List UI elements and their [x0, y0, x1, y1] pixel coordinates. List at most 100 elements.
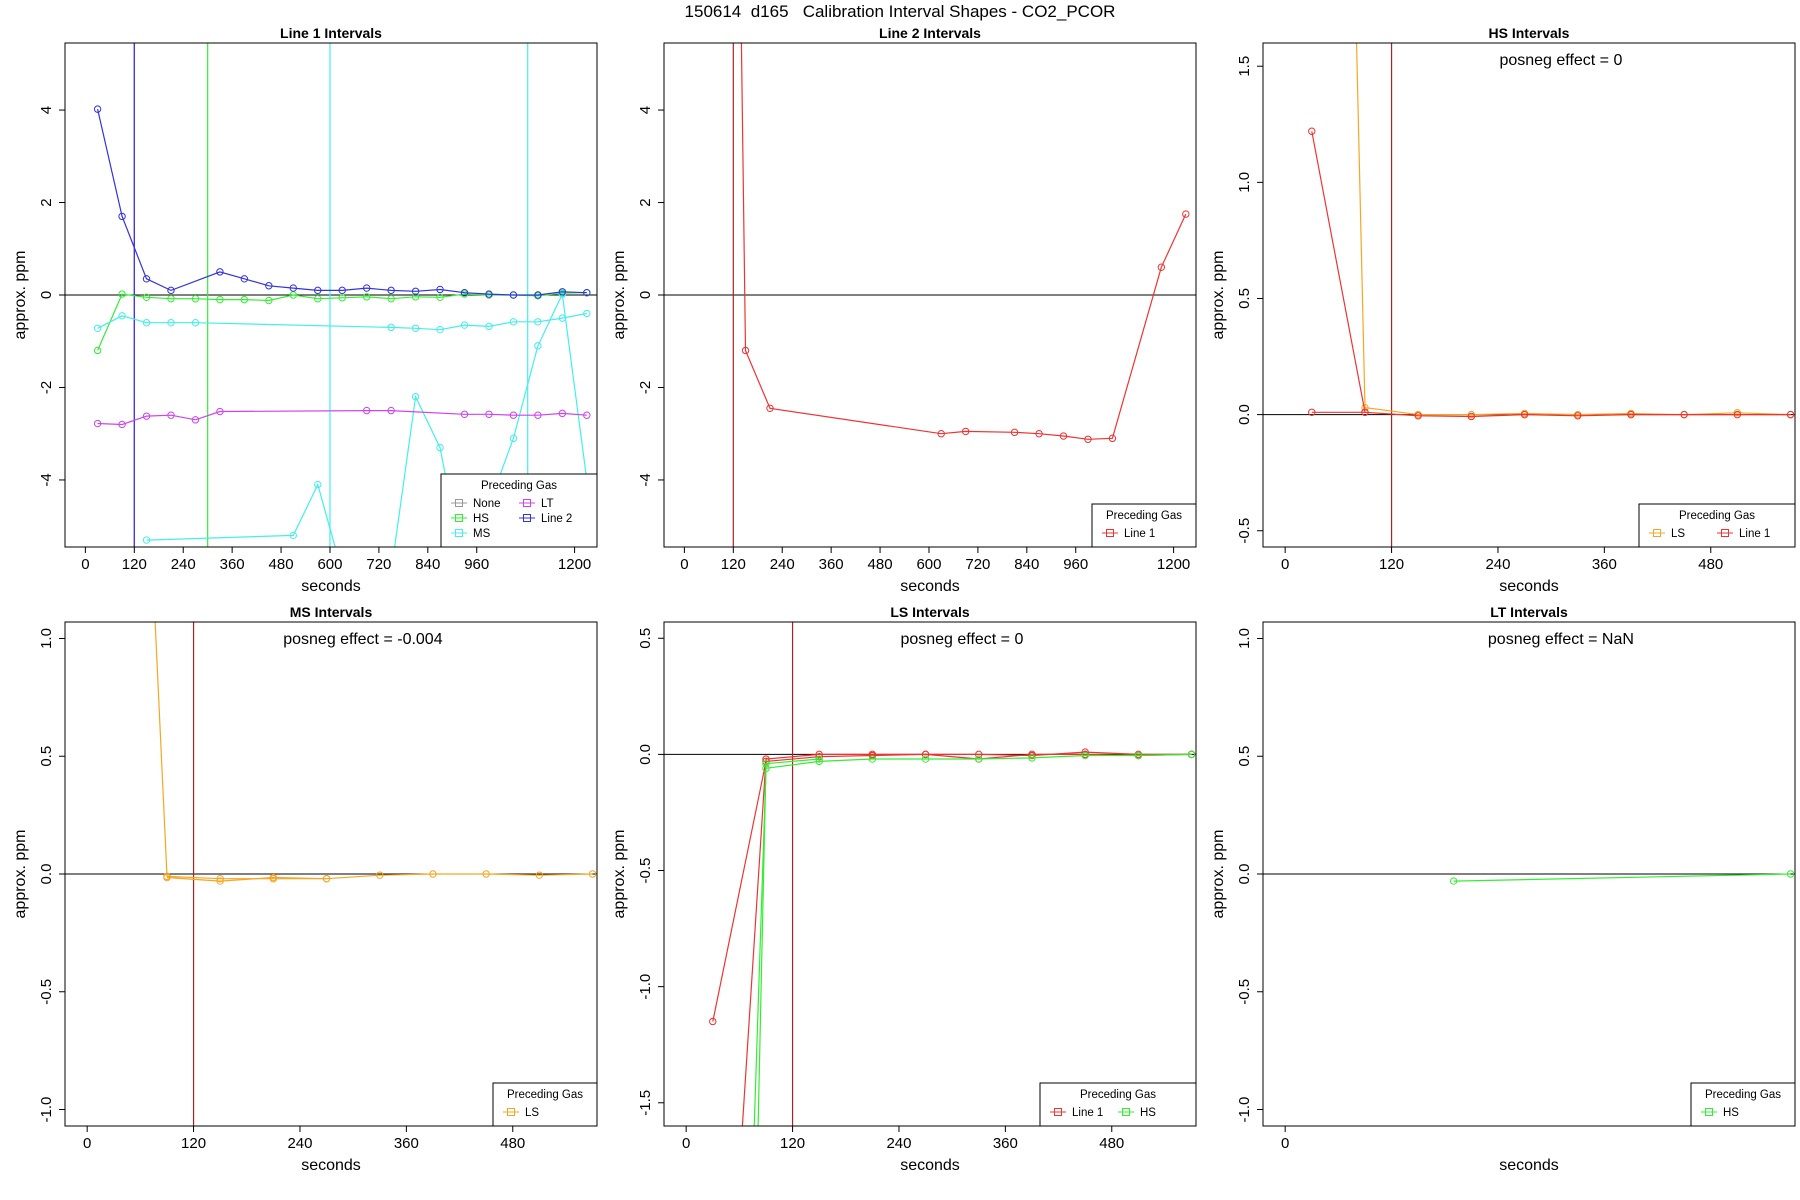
data-point [1010, 428, 1019, 437]
y-tick-label: 1.5 [1236, 56, 1253, 77]
x-axis-label: seconds [900, 1157, 960, 1174]
legend-entry: HS [1140, 1107, 1156, 1119]
panel-title: LS Intervals [890, 604, 970, 620]
data-point [736, 1169, 742, 1175]
y-tick-label: 0.0 [38, 864, 55, 885]
series-group [709, 748, 1196, 1175]
data-point [411, 287, 420, 296]
y-tick-label: -4 [637, 473, 654, 486]
legend-entry: HS [473, 513, 489, 525]
x-tick-label: 360 [1592, 556, 1617, 573]
data-point [289, 291, 297, 299]
x-tick-label: 360 [394, 1135, 419, 1152]
series-line [146, 291, 588, 547]
x-tick-label: 120 [721, 556, 746, 573]
legend-entry: Line 1 [1124, 528, 1155, 540]
legend: Preceding Gas LS [492, 1082, 598, 1127]
data-point [762, 755, 770, 763]
y-tick-label: 0.5 [637, 628, 654, 649]
x-tick-label: 840 [415, 556, 440, 573]
x-tick-label: 1200 [558, 556, 591, 573]
data-point [216, 295, 224, 304]
y-tick-label: -4 [38, 473, 55, 486]
y-tick-label: 1.0 [1236, 628, 1253, 649]
series-line [740, 43, 1187, 440]
data-point [583, 288, 591, 297]
data-point [460, 288, 469, 297]
data-point [142, 293, 151, 302]
y-tick-label: -0.5 [38, 979, 55, 1005]
y-tick-label: 2 [38, 198, 55, 206]
y-axis-label: approx. ppm [611, 830, 628, 919]
y-tick-label: 1.0 [38, 628, 55, 649]
data-point [216, 268, 224, 276]
x-tick-label: 960 [464, 556, 489, 573]
legend-title: Preceding Gas [1705, 1089, 1781, 1101]
data-point [436, 325, 444, 334]
data-point [1786, 870, 1795, 878]
data-point [1108, 434, 1117, 443]
data-point [975, 750, 983, 759]
legend-swatch [507, 1108, 515, 1116]
series-line [97, 312, 587, 331]
data-point [762, 759, 770, 768]
series-line [757, 758, 820, 1126]
data-point [216, 407, 224, 416]
data-point [191, 294, 200, 303]
data-point [558, 288, 567, 296]
legend-entry: Line 1 [1739, 528, 1770, 540]
x-tick-label: 120 [780, 1135, 805, 1152]
data-point [558, 409, 567, 418]
legend-swatch [523, 499, 531, 507]
data-point [314, 286, 322, 295]
x-tick-label: 360 [819, 556, 844, 573]
legend-box [440, 473, 598, 548]
data-point [766, 404, 774, 412]
data-point [93, 105, 102, 113]
data-point [509, 434, 518, 443]
data-point [558, 290, 567, 298]
data-point [1680, 410, 1688, 419]
series-group [154, 622, 597, 885]
y-tick-label: 0 [38, 291, 55, 299]
data-point [387, 286, 395, 295]
series-group [1308, 43, 1795, 421]
data-point [265, 282, 273, 290]
data-point [709, 1017, 717, 1026]
legend-swatch [1705, 1108, 1713, 1116]
y-tick-label: 0.0 [637, 744, 654, 765]
x-tick-label: 0 [680, 556, 688, 573]
data-point [961, 427, 970, 436]
legend-box [1091, 503, 1197, 548]
y-tick-label: -2 [637, 381, 654, 394]
data-point [868, 750, 877, 759]
data-point [1733, 409, 1742, 417]
legend-title: Preceding Gas [1679, 510, 1755, 522]
legend-title: Preceding Gas [507, 1089, 583, 1101]
x-tick-label: 240 [1485, 556, 1510, 573]
data-point [436, 443, 444, 452]
data-point [815, 755, 823, 763]
legend-entry: HS [1723, 1107, 1739, 1119]
data-point [387, 294, 395, 303]
data-point [191, 319, 200, 327]
legend-swatch [455, 514, 463, 522]
data-point [815, 757, 823, 766]
legend-swatch [455, 529, 463, 537]
x-axis-label: seconds [301, 1157, 361, 1174]
data-point [362, 293, 371, 301]
legend-swatch [1054, 1108, 1062, 1116]
x-tick-label: 120 [122, 556, 147, 573]
y-axis-label: approx. ppm [1210, 251, 1227, 340]
x-tick-label: 480 [1698, 556, 1723, 573]
data-point [118, 290, 126, 298]
data-point [191, 416, 200, 424]
data-point [509, 291, 518, 299]
legend-box [1690, 1082, 1796, 1127]
data-point [118, 420, 126, 429]
legend-swatch [1106, 529, 1114, 537]
x-tick-label: 720 [965, 556, 990, 573]
y-axis-label: approx. ppm [12, 251, 29, 340]
x-tick-label: 480 [1099, 1135, 1124, 1152]
panel-3: HS Intervals 0 120 240 360 480 seconds -0.5 0.0 0… [1210, 25, 1796, 595]
